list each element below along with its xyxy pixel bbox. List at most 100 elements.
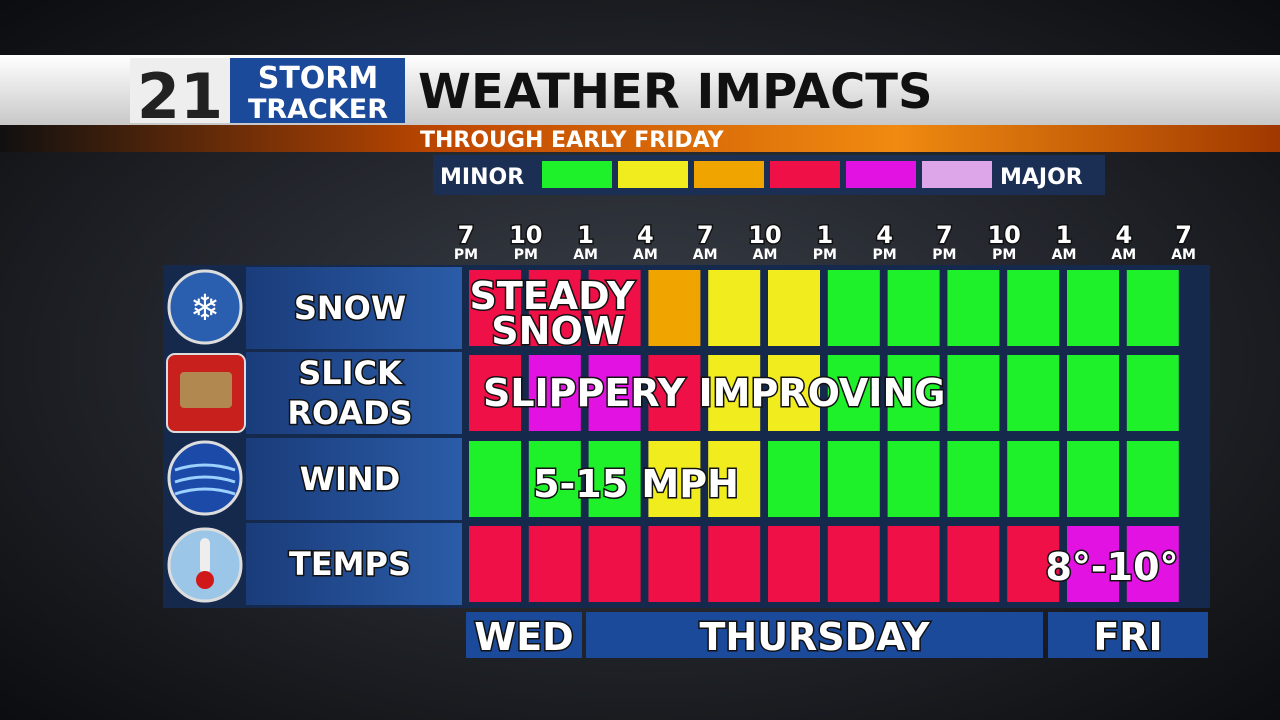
time-hour: 10	[509, 221, 542, 249]
impact-cell	[528, 270, 581, 346]
snow-icon-glyph: ❄	[190, 288, 220, 329]
impact-cell	[1067, 526, 1119, 602]
time-hour: 1	[816, 221, 833, 249]
impact-cell	[1067, 441, 1119, 517]
impact-cell	[648, 355, 701, 431]
impact-cell	[887, 441, 940, 517]
impact-cell	[708, 355, 761, 431]
impact-cell	[648, 270, 701, 346]
impact-cell	[947, 526, 1000, 602]
impact-cell	[947, 441, 1000, 517]
truck-icon-body	[180, 372, 232, 408]
time-hour: 10	[987, 221, 1020, 249]
day-label: WED	[474, 615, 573, 659]
impact-cell	[768, 270, 820, 346]
impact-cell	[1126, 270, 1179, 346]
impact-cell	[708, 270, 761, 346]
row-label: SNOW	[294, 289, 406, 327]
day-bg	[586, 612, 1043, 658]
logo-text: STORM	[258, 61, 379, 96]
impact-cell	[469, 441, 521, 517]
impact-cell	[708, 526, 761, 602]
logo-number: 21	[137, 60, 223, 133]
impact-cell	[947, 355, 1000, 431]
time-hour: 4	[1115, 221, 1132, 249]
time-period: AM	[633, 247, 658, 263]
title: WEATHER IMPACTS	[418, 64, 933, 120]
time-period: AM	[753, 247, 778, 263]
thermometer	[200, 538, 210, 574]
impact-note: STEADY	[470, 274, 635, 318]
row-label-bg	[246, 523, 462, 605]
time-hour: 7	[1175, 221, 1192, 249]
row-label: TEMPS	[289, 545, 411, 583]
time-period: PM	[514, 247, 538, 263]
impact-cell	[1126, 526, 1179, 602]
impact-cell	[768, 526, 820, 602]
row-label-bg	[246, 438, 462, 520]
impact-cell	[528, 441, 581, 517]
time-hour: 1	[1056, 221, 1073, 249]
impact-cell	[827, 355, 880, 431]
time-period: AM	[693, 247, 718, 263]
subtitle-bar	[0, 125, 1280, 152]
impact-cell	[887, 270, 940, 346]
logo-text: TRACKER	[248, 94, 388, 125]
impact-cell	[1007, 526, 1060, 602]
legend-swatch	[694, 161, 764, 188]
impact-cell	[469, 355, 521, 431]
impact-cell	[1126, 355, 1179, 431]
time-hour: 7	[936, 221, 953, 249]
impact-cell	[827, 526, 880, 602]
time-period: AM	[1052, 247, 1077, 263]
impact-note: SLIPPERY	[483, 371, 686, 415]
impact-note: 8°-10°	[1045, 545, 1178, 589]
legend-swatch	[922, 161, 992, 188]
impact-cell	[588, 355, 641, 431]
impact-cell	[469, 526, 521, 602]
time-hour: 4	[637, 221, 654, 249]
day-label: THURSDAY	[699, 615, 930, 659]
legend-swatch	[846, 161, 916, 188]
impact-cell	[1007, 441, 1060, 517]
time-period: PM	[992, 247, 1016, 263]
logo-number-box	[130, 58, 230, 123]
time-hour: 7	[458, 221, 475, 249]
impact-cell	[947, 270, 1000, 346]
impact-cell	[648, 526, 701, 602]
subtitle: THROUGH EARLY FRIDAY	[420, 128, 725, 153]
time-hour: 7	[697, 221, 714, 249]
impact-cell	[1067, 355, 1119, 431]
impact-cell	[768, 441, 820, 517]
row-label: SLICK	[298, 354, 403, 392]
row-label-bg	[246, 352, 462, 434]
day-bg	[466, 612, 582, 658]
icons: ❄	[166, 269, 246, 603]
legend-high: MAJOR	[1000, 165, 1083, 190]
impact-cell	[528, 526, 581, 602]
impact-cell	[469, 270, 521, 346]
day-bg	[1048, 612, 1208, 658]
thermometer-bulb	[196, 571, 214, 589]
impact-cell	[827, 270, 880, 346]
time-period: AM	[1171, 247, 1196, 263]
time-period: AM	[1111, 247, 1136, 263]
impact-note: SNOW	[491, 309, 624, 353]
time-period: PM	[813, 247, 837, 263]
impact-note: IMPROVING	[699, 371, 946, 415]
impact-cell	[588, 270, 641, 346]
day-label: FRI	[1093, 615, 1162, 659]
impact-cell	[887, 355, 940, 431]
legend-low: MINOR	[440, 165, 524, 190]
snow-icon	[167, 269, 243, 345]
wind-icon-lines	[174, 463, 236, 496]
impact-cell	[1067, 270, 1119, 346]
impact-cell	[827, 441, 880, 517]
legend-swatch	[618, 161, 688, 188]
row-label: WIND	[300, 460, 401, 498]
impact-note: 5-15 MPH	[533, 462, 739, 506]
impact-cell	[1007, 270, 1060, 346]
row-label: ROADS	[287, 394, 412, 432]
impact-cell	[588, 441, 641, 517]
